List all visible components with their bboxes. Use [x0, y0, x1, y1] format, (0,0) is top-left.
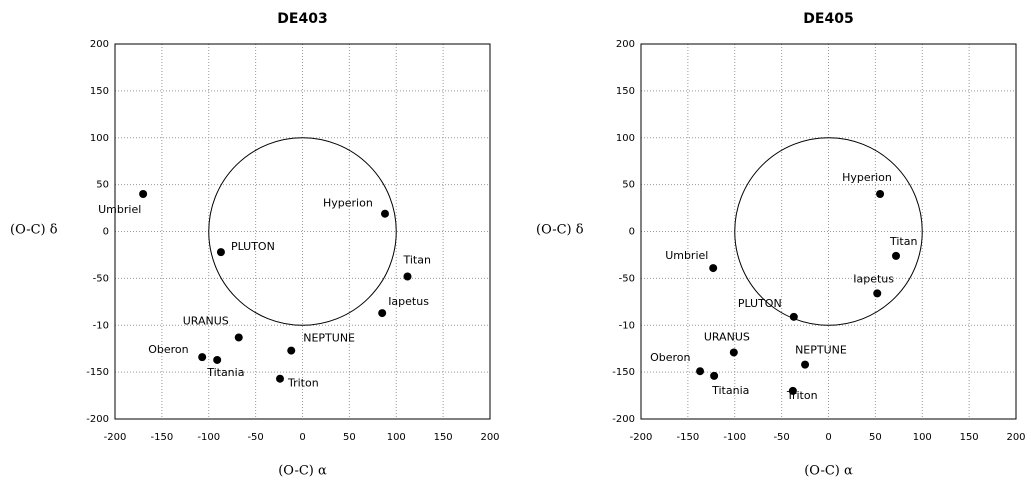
y-tick-label: -50: [619, 273, 635, 284]
x-tick-label: -150: [677, 432, 700, 443]
y-tick-label: 0: [629, 227, 635, 238]
data-point: [287, 346, 296, 355]
data-point: [213, 355, 222, 364]
y-axis-label: (O-C) δ: [536, 223, 584, 238]
point-label: NEPTUNE: [303, 332, 355, 345]
reference-circle: [208, 137, 397, 326]
x-tick-label: -150: [151, 432, 174, 443]
data-point: [789, 312, 798, 321]
point-label: URANUS: [183, 314, 229, 327]
x-axis-label: (O-C) α: [278, 464, 327, 479]
data-point: [873, 289, 882, 298]
point-label: Titania: [711, 384, 749, 397]
data-point: [139, 190, 148, 198]
point-label: Titan: [403, 254, 431, 267]
point-label: Triton: [786, 389, 818, 402]
y-tick-label: -200: [612, 414, 635, 425]
data-point: [216, 248, 225, 257]
point-label: Umbriel: [665, 249, 708, 262]
reference-circle: [734, 137, 923, 326]
point-label: Iapetus: [388, 295, 429, 308]
point-label: Oberon: [148, 343, 188, 356]
x-tick-label: 200: [1006, 432, 1025, 443]
data-point: [709, 264, 718, 273]
data-point: [198, 353, 207, 362]
y-tick-label: 150: [90, 86, 109, 97]
y-tick-label: -10: [93, 320, 109, 331]
y-tick-label: 50: [96, 180, 109, 191]
y-axis-label: (O-C) δ: [10, 223, 58, 238]
chart-title: DE405: [803, 11, 853, 27]
point-label: Umbriel: [98, 203, 141, 216]
y-tick-label: 50: [622, 180, 635, 191]
point-label: Hyperion: [842, 171, 892, 184]
data-point: [788, 386, 797, 395]
data-point: [876, 190, 885, 198]
x-tick-label: -100: [723, 432, 746, 443]
x-tick-label: 150: [434, 432, 453, 443]
point-label: Titania: [206, 366, 244, 379]
x-tick-label: -100: [197, 432, 220, 443]
y-tick-label: 100: [90, 133, 109, 144]
x-tick-label: 100: [913, 432, 932, 443]
point-label: Triton: [287, 377, 319, 390]
x-tick-label: -50: [247, 432, 263, 443]
point-label: Titan: [889, 235, 917, 248]
chart-title: DE403: [277, 11, 327, 27]
y-tick-label: -50: [93, 273, 109, 284]
point-label: Oberon: [650, 351, 690, 364]
x-tick-label: 0: [299, 432, 305, 443]
point-label: Hyperion: [323, 197, 373, 210]
y-tick-label: 200: [616, 39, 635, 50]
data-point: [276, 374, 284, 383]
y-tick-label: 150: [616, 86, 635, 97]
data-point: [403, 272, 412, 281]
data-point: [696, 367, 705, 376]
data-point: [892, 251, 900, 260]
point-label: NEPTUNE: [795, 344, 847, 357]
y-tick-label: -10: [619, 320, 635, 331]
x-tick-label: -200: [630, 432, 653, 443]
x-tick-label: 150: [960, 432, 979, 443]
plot-frame: [114, 43, 491, 420]
data-point: [381, 209, 389, 218]
point-label: URANUS: [704, 330, 750, 343]
point-label: PLUTON: [231, 240, 275, 253]
data-point: [729, 348, 738, 357]
x-tick-label: 200: [480, 432, 499, 443]
x-axis-label: (O-C) α: [804, 464, 853, 479]
y-tick-label: -200: [86, 414, 109, 425]
y-tick-label: 100: [616, 133, 635, 144]
x-tick-label: 50: [343, 432, 356, 443]
x-tick-label: -50: [773, 432, 789, 443]
y-tick-label: 200: [90, 39, 109, 50]
point-label: PLUTON: [738, 297, 782, 310]
y-tick-label: 0: [103, 227, 109, 238]
x-tick-label: 0: [825, 432, 831, 443]
data-point: [801, 360, 810, 369]
data-point: [234, 333, 243, 342]
data-point: [710, 371, 719, 380]
x-tick-label: -200: [104, 432, 127, 443]
x-tick-label: 50: [869, 432, 882, 443]
point-label: Iapetus: [853, 272, 894, 285]
y-tick-label: -150: [86, 367, 109, 378]
data-point: [378, 309, 387, 318]
plot-frame: [640, 43, 1017, 420]
x-tick-label: 100: [387, 432, 406, 443]
y-tick-label: -150: [612, 367, 635, 378]
